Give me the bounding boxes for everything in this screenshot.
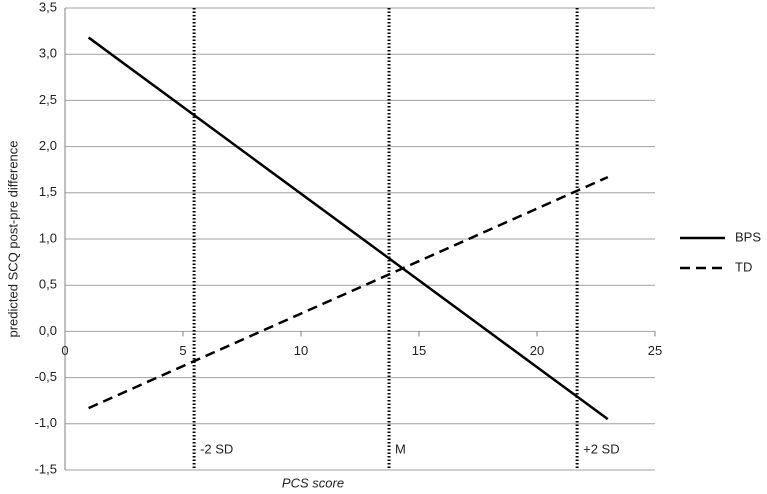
- legend-label: TD: [735, 259, 752, 274]
- y-tick-label: -1,0: [35, 415, 57, 430]
- x-tick-label: 0: [61, 343, 68, 358]
- y-tick-label: 2,5: [39, 92, 57, 107]
- series-line: [88, 175, 609, 410]
- reference-label: M: [395, 441, 406, 456]
- x-tick-label: 25: [648, 343, 662, 358]
- x-tick-label: 5: [179, 343, 186, 358]
- y-tick-label: 3,0: [39, 46, 57, 61]
- reference-label: +2 SD: [583, 441, 620, 456]
- y-tick-label: 2,0: [39, 138, 57, 153]
- y-tick-label: 0,5: [39, 277, 57, 292]
- x-tick-label: 10: [294, 343, 308, 358]
- y-tick-label: -1,5: [35, 461, 57, 476]
- y-tick-label: 0,0: [39, 323, 57, 338]
- reference-label: -2 SD: [200, 441, 233, 456]
- y-tick-label: 1,5: [39, 184, 57, 199]
- y-tick-label: 3,5: [39, 0, 57, 14]
- legend-label: BPS: [735, 229, 761, 244]
- x-tick-label: 15: [412, 343, 426, 358]
- x-axis-label: PCS score: [282, 475, 344, 490]
- series-line: [87, 36, 609, 421]
- y-tick-label: 1,0: [39, 230, 57, 245]
- x-tick-label: 20: [530, 343, 544, 358]
- y-tick-label: -0,5: [35, 369, 57, 384]
- y-axis-label: predicted SCQ post-pre difference: [5, 140, 20, 337]
